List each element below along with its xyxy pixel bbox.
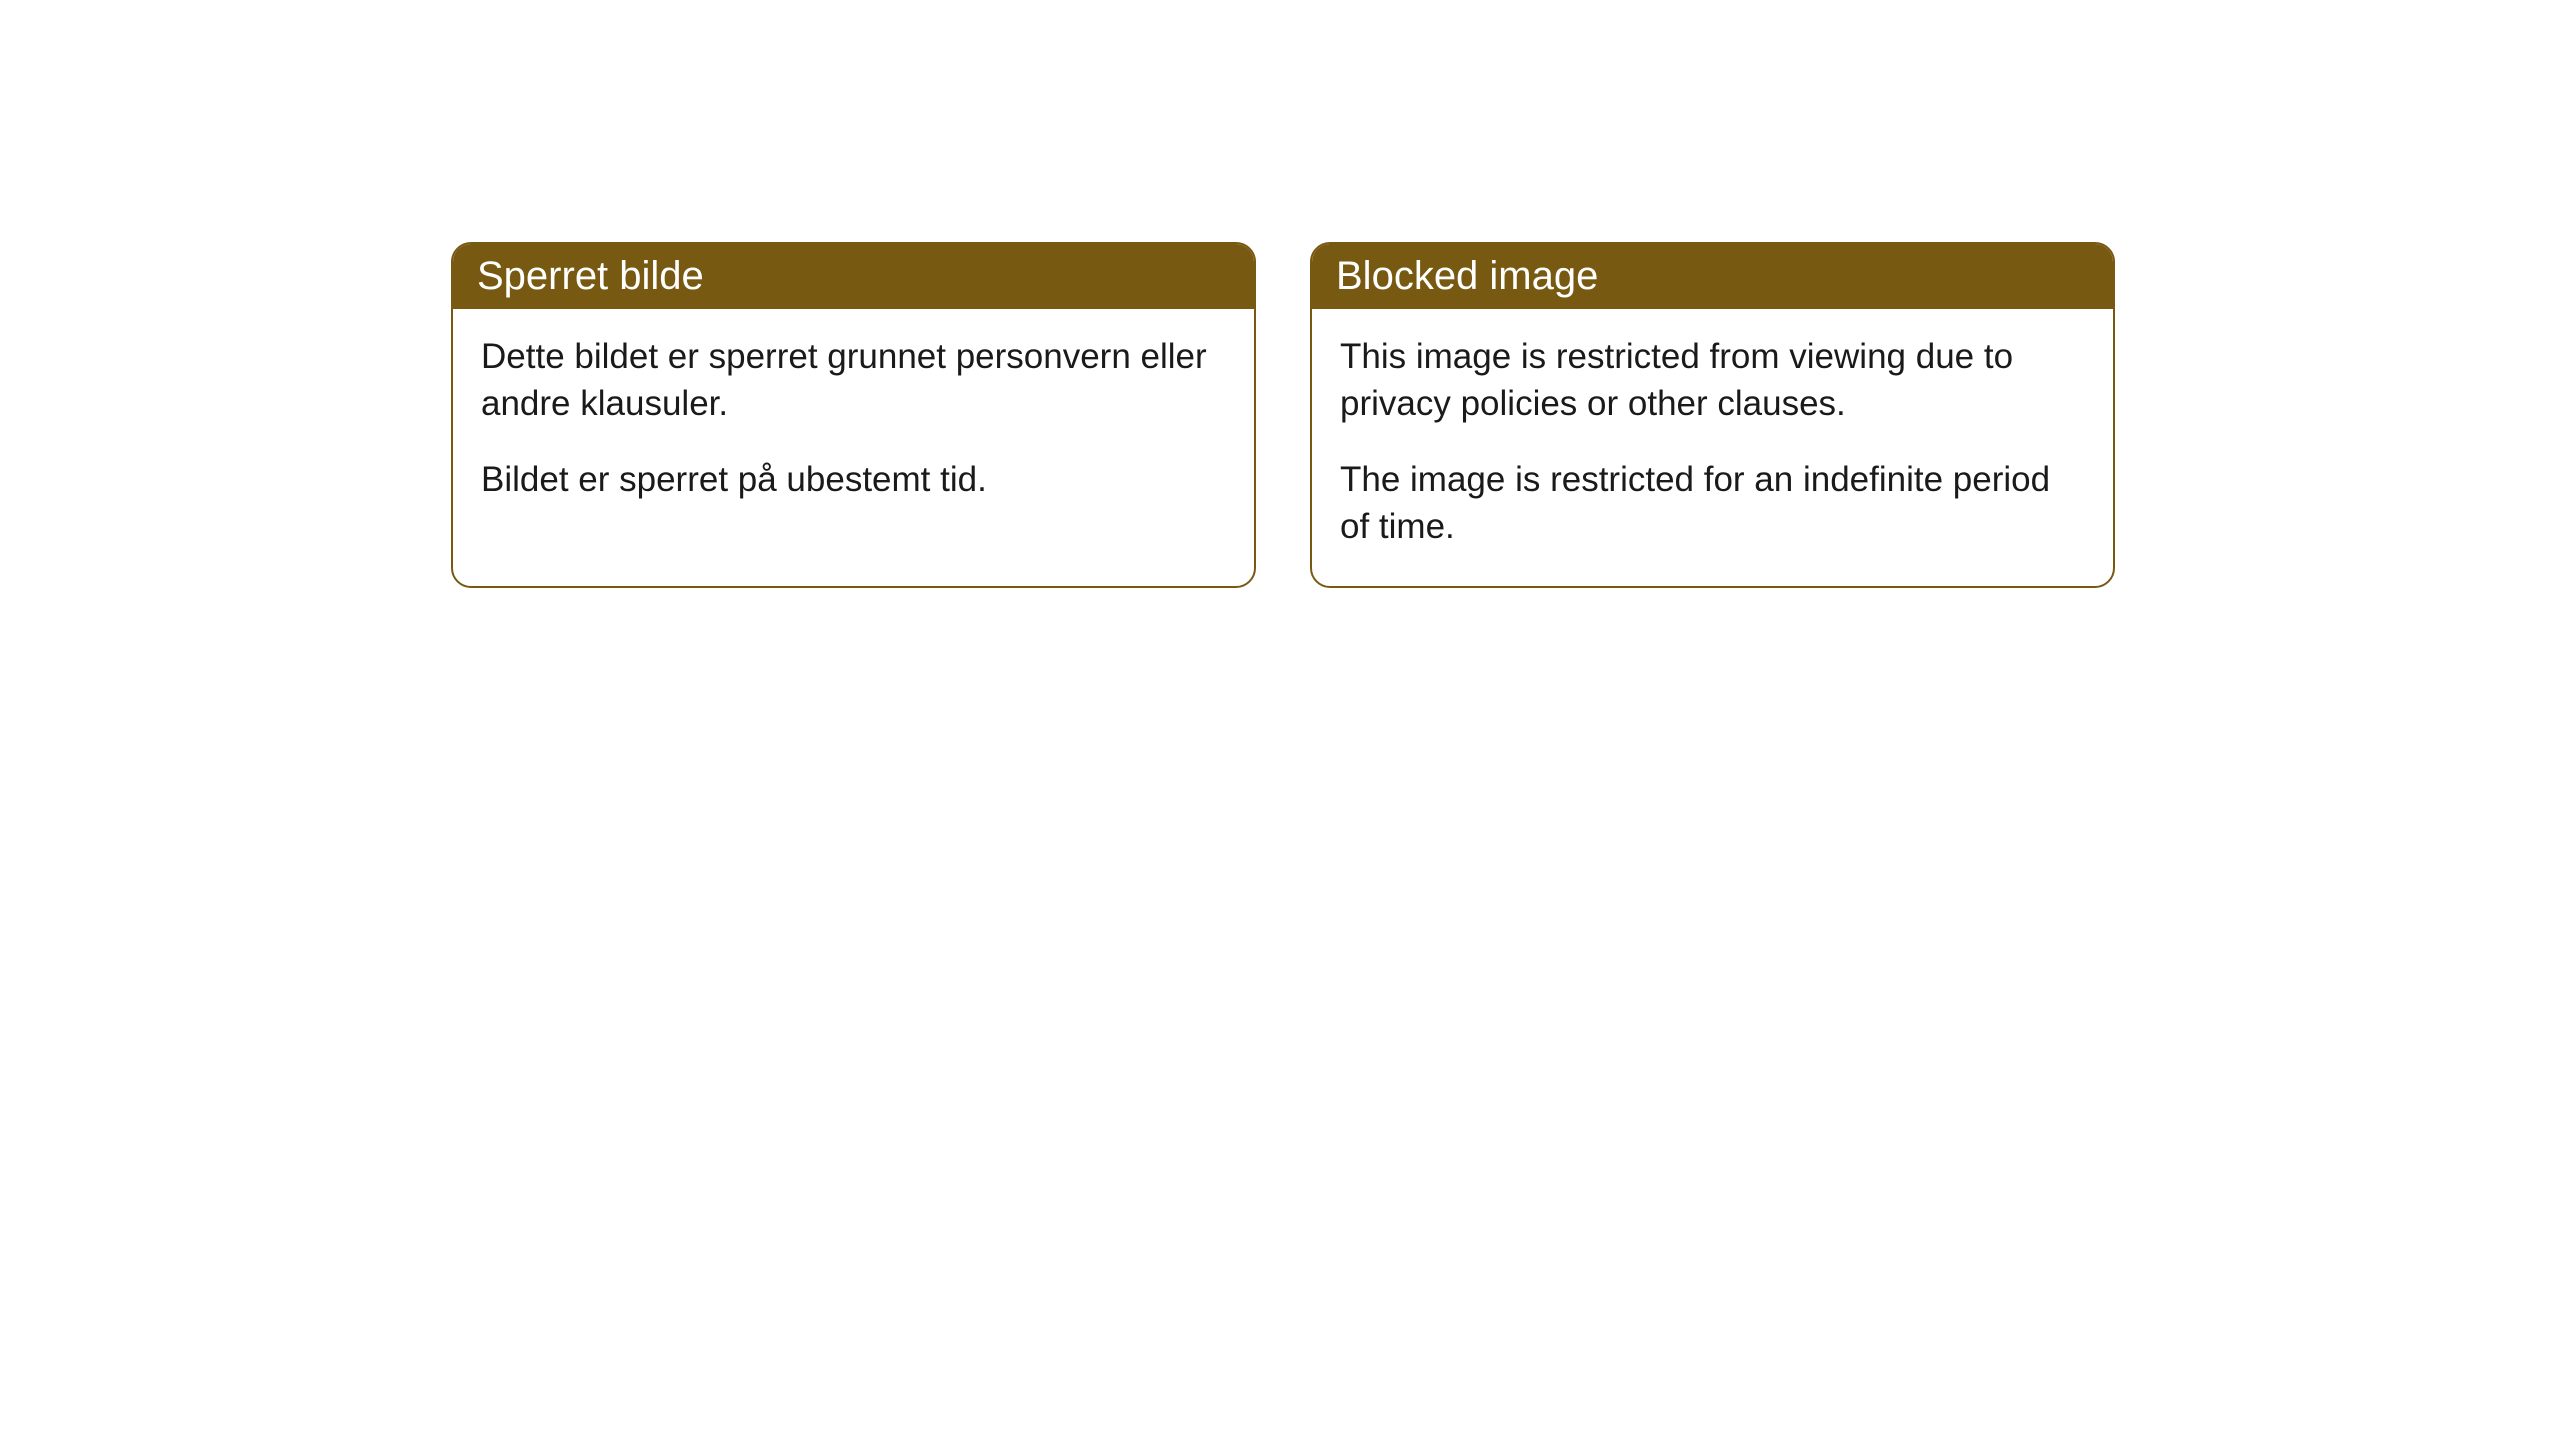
card-text-norwegian-2: Bildet er sperret på ubestemt tid. xyxy=(481,456,1226,503)
card-body-english: This image is restricted from viewing du… xyxy=(1312,309,2113,586)
notice-cards-container: Sperret bilde Dette bildet er sperret gr… xyxy=(451,242,2115,588)
card-header-norwegian: Sperret bilde xyxy=(453,244,1254,309)
card-text-english-2: The image is restricted for an indefinit… xyxy=(1340,456,2085,551)
card-text-english-1: This image is restricted from viewing du… xyxy=(1340,333,2085,428)
card-title-norwegian: Sperret bilde xyxy=(477,254,704,298)
blocked-image-card-english: Blocked image This image is restricted f… xyxy=(1310,242,2115,588)
blocked-image-card-norwegian: Sperret bilde Dette bildet er sperret gr… xyxy=(451,242,1256,588)
card-title-english: Blocked image xyxy=(1336,254,1598,298)
card-body-norwegian: Dette bildet er sperret grunnet personve… xyxy=(453,309,1254,539)
card-text-norwegian-1: Dette bildet er sperret grunnet personve… xyxy=(481,333,1226,428)
card-header-english: Blocked image xyxy=(1312,244,2113,309)
